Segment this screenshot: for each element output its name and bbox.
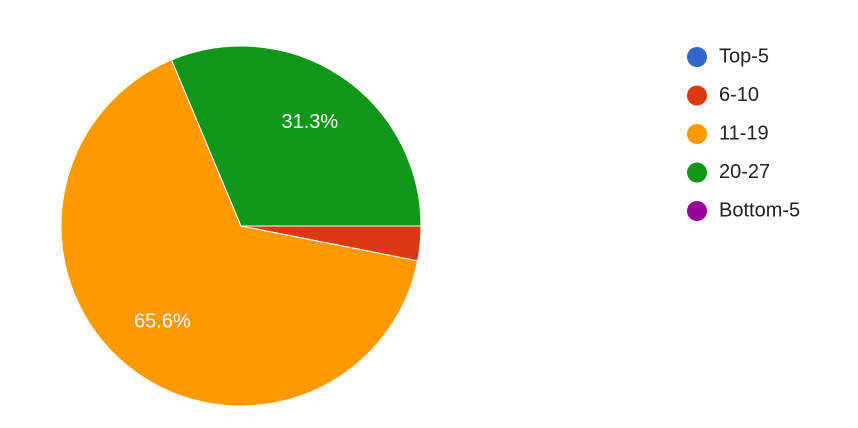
legend-label: 20-27 [719,161,770,183]
pie-slice [60,59,419,407]
pie-slice [170,45,422,227]
slice-label: 31.3% [281,111,338,133]
legend-marker [687,124,707,144]
legend-label: Bottom-5 [719,199,800,221]
legend-marker [687,201,707,221]
legend-label: Top-5 [719,45,769,67]
legend-label: 6-10 [719,84,759,106]
legend-marker [687,85,707,106]
slice-label: 65.6% [134,310,191,332]
legend-label: 11-19 [719,122,769,144]
legend-marker [687,47,707,67]
legend-marker [687,162,707,183]
